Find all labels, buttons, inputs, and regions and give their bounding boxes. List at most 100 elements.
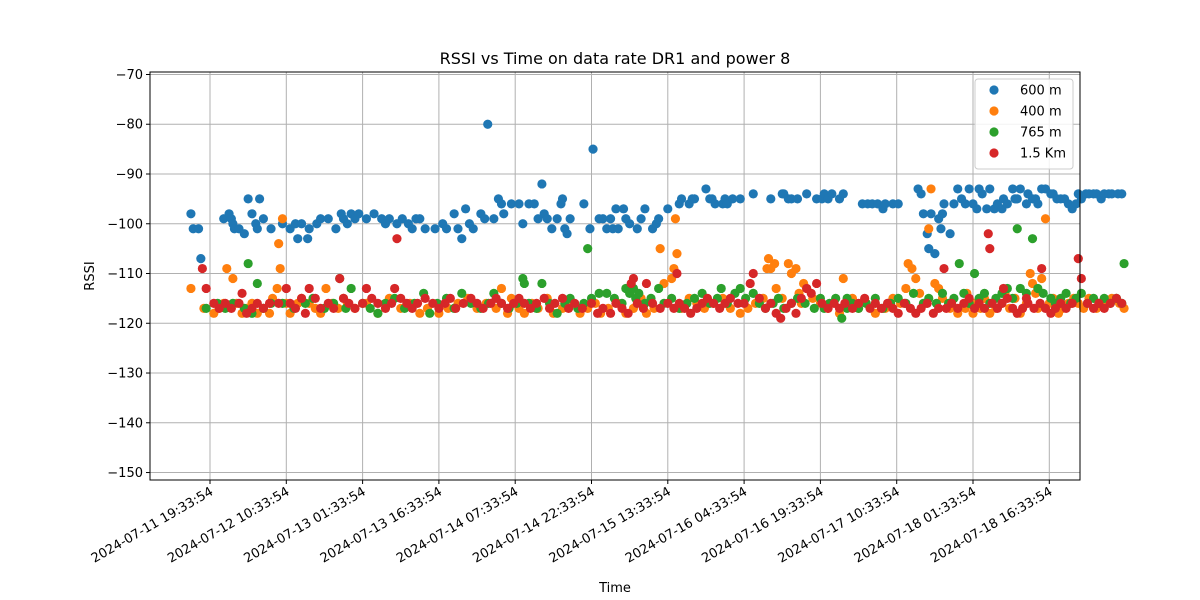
- data-point: [514, 199, 524, 209]
- data-point: [598, 303, 608, 313]
- data-point: [329, 303, 339, 313]
- data-point: [425, 308, 435, 318]
- data-point: [827, 189, 837, 199]
- legend-label: 765 m: [1020, 126, 1062, 141]
- data-point: [1015, 283, 1025, 294]
- data-point: [434, 303, 444, 313]
- data-point: [373, 308, 383, 318]
- data-point: [745, 278, 755, 289]
- data-point: [519, 298, 529, 308]
- data-point: [458, 298, 468, 308]
- data-point: [316, 214, 326, 224]
- data-point: [748, 268, 758, 279]
- data-point: [316, 303, 326, 313]
- data-point: [480, 214, 490, 224]
- y-tick-label: −150: [107, 466, 143, 481]
- data-point: [783, 258, 793, 269]
- data-point: [483, 119, 493, 129]
- data-point: [611, 298, 621, 308]
- data-point: [390, 283, 400, 294]
- data-point: [972, 204, 982, 214]
- data-point: [926, 209, 936, 219]
- data-point: [708, 298, 719, 308]
- data-point: [234, 298, 244, 308]
- data-point: [237, 288, 247, 299]
- data-point: [570, 298, 580, 308]
- data-point: [998, 283, 1009, 294]
- data-point: [588, 144, 598, 154]
- data-point: [776, 313, 786, 323]
- data-point: [786, 298, 797, 308]
- data-point: [533, 214, 543, 224]
- data-point: [518, 219, 528, 229]
- data-point: [964, 293, 974, 303]
- data-point: [565, 214, 575, 224]
- data-point: [1021, 293, 1032, 303]
- data-point: [369, 209, 379, 219]
- data-point: [605, 214, 616, 224]
- data-point: [949, 199, 959, 209]
- data-point: [380, 303, 391, 313]
- data-point: [457, 288, 467, 299]
- data-point: [1073, 253, 1083, 264]
- data-point: [598, 214, 608, 224]
- data-point: [618, 204, 629, 214]
- data-point: [303, 234, 313, 244]
- data-point: [310, 293, 320, 303]
- data-point: [893, 308, 903, 318]
- data-point: [529, 199, 539, 209]
- data-point: [428, 298, 438, 308]
- data-point: [537, 179, 547, 189]
- data-point: [1119, 258, 1129, 269]
- data-point: [623, 308, 633, 318]
- plot-area-frame: [149, 71, 1081, 481]
- data-point: [407, 224, 417, 234]
- data-point: [1099, 303, 1109, 313]
- data-point: [531, 298, 542, 308]
- data-point: [361, 214, 372, 224]
- legend: 600 m 400 m 765 m 1.5 Km: [974, 78, 1074, 170]
- data-point: [550, 298, 560, 308]
- data-point: [583, 244, 593, 254]
- y-tick-label: −130: [107, 367, 143, 382]
- data-point: [519, 278, 529, 289]
- data-point: [193, 224, 204, 234]
- data-point: [300, 308, 310, 318]
- data-point: [939, 263, 949, 274]
- data-point: [899, 298, 909, 308]
- legend-label: 600 m: [1020, 84, 1062, 99]
- data-point: [519, 308, 529, 318]
- data-point: [936, 224, 946, 234]
- data-point: [893, 199, 903, 209]
- data-point: [1012, 194, 1022, 204]
- data-point: [838, 189, 848, 199]
- data-point: [870, 298, 880, 308]
- data-point: [672, 249, 682, 259]
- data-point: [638, 303, 648, 313]
- data-point: [964, 184, 974, 194]
- data-point: [552, 308, 562, 318]
- y-tick-label: −70: [116, 68, 143, 83]
- data-point: [625, 219, 635, 229]
- data-point: [985, 244, 995, 254]
- data-point: [735, 283, 745, 294]
- y-tick-label: −110: [107, 267, 143, 282]
- data-point: [214, 303, 224, 313]
- data-point: [823, 303, 833, 313]
- data-point: [1021, 199, 1032, 209]
- data-point: [562, 229, 572, 239]
- data-point: [809, 303, 819, 313]
- data-point: [196, 253, 206, 264]
- data-point: [1105, 298, 1115, 308]
- y-axis: −70 −80 −90 −100 −110 −120 −130 −140 −150: [107, 68, 150, 481]
- data-point: [982, 204, 992, 214]
- data-point: [960, 199, 970, 209]
- legend-marker: [989, 106, 999, 116]
- data-point: [201, 283, 211, 294]
- data-point: [397, 214, 407, 224]
- legend-box: [974, 78, 1074, 170]
- data-point: [502, 303, 513, 313]
- y-tick-label: −120: [107, 317, 143, 332]
- data-point: [585, 224, 595, 234]
